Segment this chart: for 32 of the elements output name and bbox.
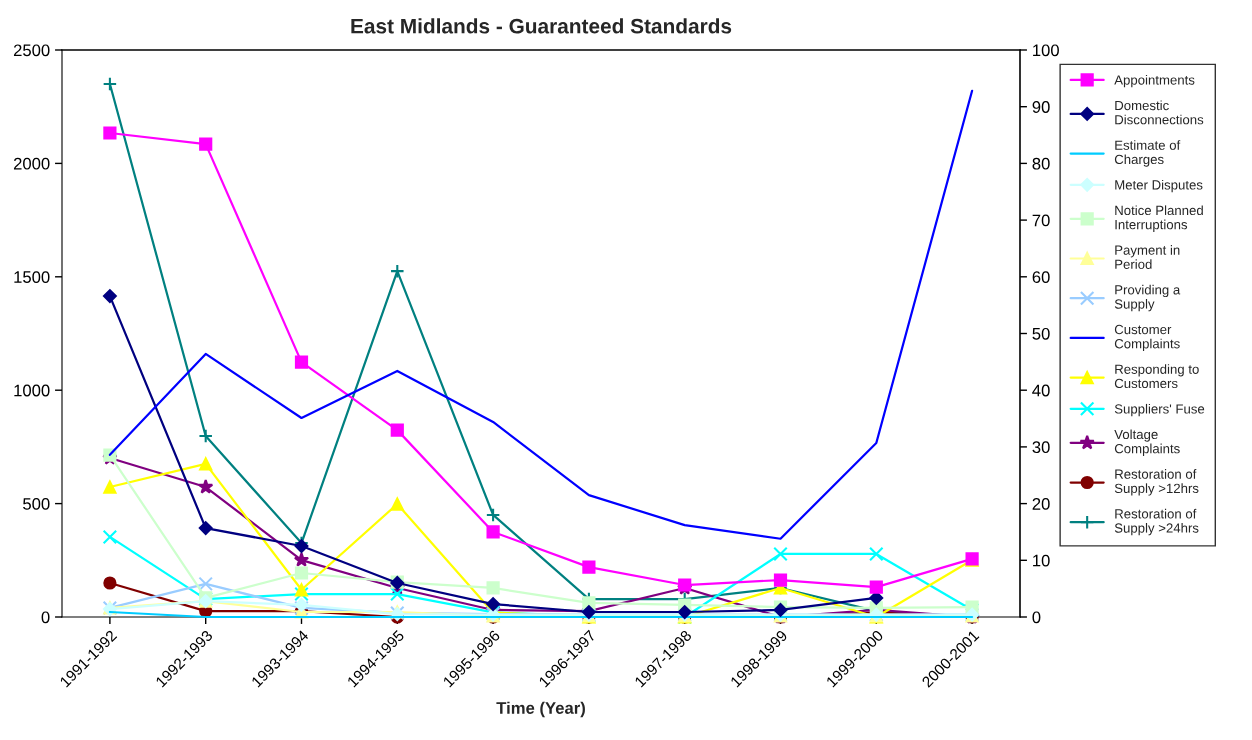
y-tick-label: 2000 (13, 157, 50, 170)
y2-tick-label: 100 (1033, 44, 1059, 57)
legend-label: Responding to Customers (1114, 364, 1199, 389)
y2-tick-label: 40 (1032, 384, 1050, 397)
y2-tick-label: 80 (1032, 157, 1050, 170)
y-tick-label: 1000 (14, 384, 50, 397)
legend-label: Payment in Period (1115, 245, 1180, 269)
y-tick-label: 500 (23, 498, 50, 510)
y2-tick-label: 20 (1032, 498, 1050, 510)
y2-tick-label: 0 (1032, 611, 1041, 624)
legend-label: Providing a Supply (1114, 284, 1181, 312)
y2-tick-label: 70 (1032, 214, 1050, 227)
chart-title: East Midlands - Guaranteed Standards (351, 18, 732, 34)
legend-label: Appointments (1114, 74, 1195, 88)
y2-tick-label: 60 (1032, 271, 1050, 283)
x-axis-title: Time (Year) (496, 701, 585, 718)
y2-tick-label: 50 (1032, 327, 1050, 340)
legend-label: Estimate of Charges (1114, 140, 1181, 167)
y2-tick-label: 30 (1032, 441, 1050, 454)
legend-label: Voltage Complaints (1114, 429, 1180, 456)
y-tick-label: 0 (41, 611, 50, 624)
y-tick-label: 1500 (14, 271, 50, 283)
legend-label: Restoration of Supply >24hrs (1114, 508, 1199, 536)
legend-label: Customer Complaints (1114, 324, 1180, 352)
y-tick-label: 2500 (13, 44, 50, 57)
legend-label: Meter Disputes (1115, 179, 1203, 193)
y2-tick-label: 90 (1032, 101, 1050, 113)
legend-label: Restoration of Supply >12hrs (1114, 469, 1199, 496)
legend-label: Notice Planned Interruptions (1115, 205, 1203, 232)
y2-tick-label: 10 (1033, 554, 1050, 567)
legend-label: Domestic Disconnections (1115, 100, 1204, 125)
legend-label: Suppliers' Fuse (1114, 403, 1205, 417)
